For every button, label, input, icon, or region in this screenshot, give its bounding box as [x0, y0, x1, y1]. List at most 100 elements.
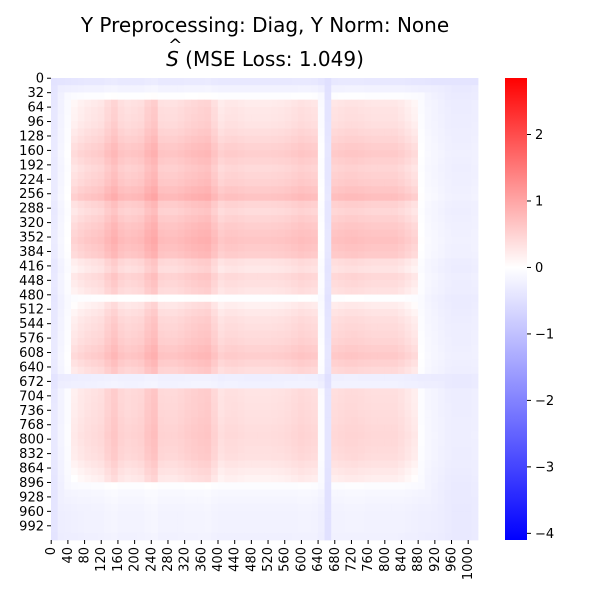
heatmap-cell: [417, 366, 426, 375]
heatmap-cell: [184, 157, 192, 166]
heatmap-cell: [451, 78, 459, 86]
heatmap-cell: [377, 489, 385, 498]
heatmap-cell: [97, 114, 105, 122]
heatmap-cell: [111, 395, 119, 404]
heatmap-cell: [311, 222, 319, 230]
heatmap-cell: [457, 438, 466, 447]
heatmap-cell: [397, 128, 406, 137]
heatmap-cell: [431, 366, 439, 375]
heatmap-cell: [437, 438, 446, 447]
heatmap-cell: [404, 99, 412, 108]
heatmap-cell: [157, 424, 165, 433]
heatmap-cell: [377, 164, 385, 173]
heatmap-cell: [164, 179, 172, 187]
heatmap-cell: [277, 186, 285, 194]
heatmap-cell: [157, 114, 165, 122]
heatmap-cell: [111, 359, 119, 368]
heatmap-cell: [284, 424, 292, 433]
heatmap-cell: [144, 92, 152, 101]
heatmap-cell: [464, 114, 472, 122]
heatmap-cell: [77, 99, 85, 108]
heatmap-cell: [164, 352, 172, 360]
heatmap-cell: [277, 265, 285, 274]
heatmap-cell: [84, 323, 92, 332]
heatmap-cell: [337, 128, 345, 137]
heatmap-cell: [91, 287, 99, 295]
heatmap-cell: [197, 309, 205, 317]
heatmap-cell: [431, 525, 439, 534]
heatmap-cell: [471, 236, 479, 245]
heatmap-cell: [384, 330, 392, 339]
heatmap-cell: [84, 222, 92, 230]
heatmap-cell: [197, 359, 205, 368]
heatmap-cell: [71, 316, 79, 324]
heatmap-cell: [184, 467, 192, 476]
heatmap-cell: [257, 496, 265, 505]
heatmap-cell: [157, 388, 165, 397]
heatmap-cell: [377, 207, 385, 216]
heatmap-cell: [331, 200, 339, 209]
heatmap-cell: [197, 301, 205, 310]
heatmap-cell: [57, 309, 65, 317]
heatmap-cell: [451, 373, 459, 382]
chart-title-line-1: Y Preprocessing: Diag, Y Norm: None: [80, 13, 450, 37]
heatmap-cell: [104, 323, 112, 332]
heatmap-cell: [384, 395, 392, 404]
heatmap-cell: [424, 460, 432, 469]
heatmap-cell: [431, 345, 439, 353]
heatmap-cell: [64, 381, 72, 389]
heatmap-cell: [417, 424, 426, 433]
heatmap-cell: [117, 150, 125, 158]
heatmap-cell: [471, 179, 479, 187]
heatmap-cell: [397, 359, 406, 368]
heatmap-cell: [264, 446, 272, 454]
heatmap-cell: [84, 417, 92, 425]
heatmap-cell: [191, 287, 199, 295]
heatmap-cell: [371, 496, 379, 505]
heatmap-cell: [157, 475, 165, 483]
heatmap-cell: [417, 128, 426, 137]
heatmap-cell: [77, 323, 85, 332]
heatmap-cell: [104, 352, 112, 360]
heatmap-cell: [204, 366, 212, 375]
heatmap-cell: [257, 171, 265, 180]
heatmap-cell: [411, 157, 419, 166]
heatmap-cell: [71, 171, 79, 180]
heatmap-cell: [211, 373, 219, 382]
heatmap-cell: [451, 251, 459, 259]
heatmap-cell: [264, 164, 272, 173]
heatmap-cell: [411, 496, 419, 505]
heatmap-cell: [304, 467, 312, 476]
heatmap-cell: [437, 222, 446, 230]
heatmap-cell: [351, 222, 359, 230]
heatmap-cell: [444, 532, 452, 541]
heatmap-cell: [124, 460, 132, 469]
heatmap-cell: [337, 352, 345, 360]
heatmap-cell: [84, 85, 92, 93]
heatmap-cell: [471, 496, 479, 505]
heatmap-cell: [197, 410, 205, 418]
heatmap-cell: [324, 482, 332, 490]
heatmap-cell: [171, 135, 179, 144]
heatmap-cell: [291, 92, 299, 101]
heatmap-cell: [184, 193, 192, 202]
heatmap-cell: [217, 99, 225, 108]
heatmap-cell: [91, 142, 99, 151]
heatmap-cell: [157, 337, 165, 346]
heatmap-cell: [397, 229, 406, 238]
heatmap-cell: [124, 244, 132, 252]
heatmap-cell: [304, 316, 312, 324]
heatmap-cell: [377, 511, 385, 519]
heatmap-cell: [97, 280, 105, 288]
heatmap-cell: [464, 128, 472, 137]
heatmap-cell: [371, 345, 379, 353]
heatmap-cell: [97, 179, 105, 187]
heatmap-cell: [404, 272, 412, 281]
heatmap-cell: [191, 381, 199, 389]
heatmap-cell: [51, 294, 59, 303]
heatmap-cell: [184, 453, 192, 461]
heatmap-cell: [171, 207, 179, 216]
heatmap-cell: [431, 251, 439, 259]
heatmap-cell: [131, 323, 139, 332]
heatmap-cell: [217, 171, 225, 180]
